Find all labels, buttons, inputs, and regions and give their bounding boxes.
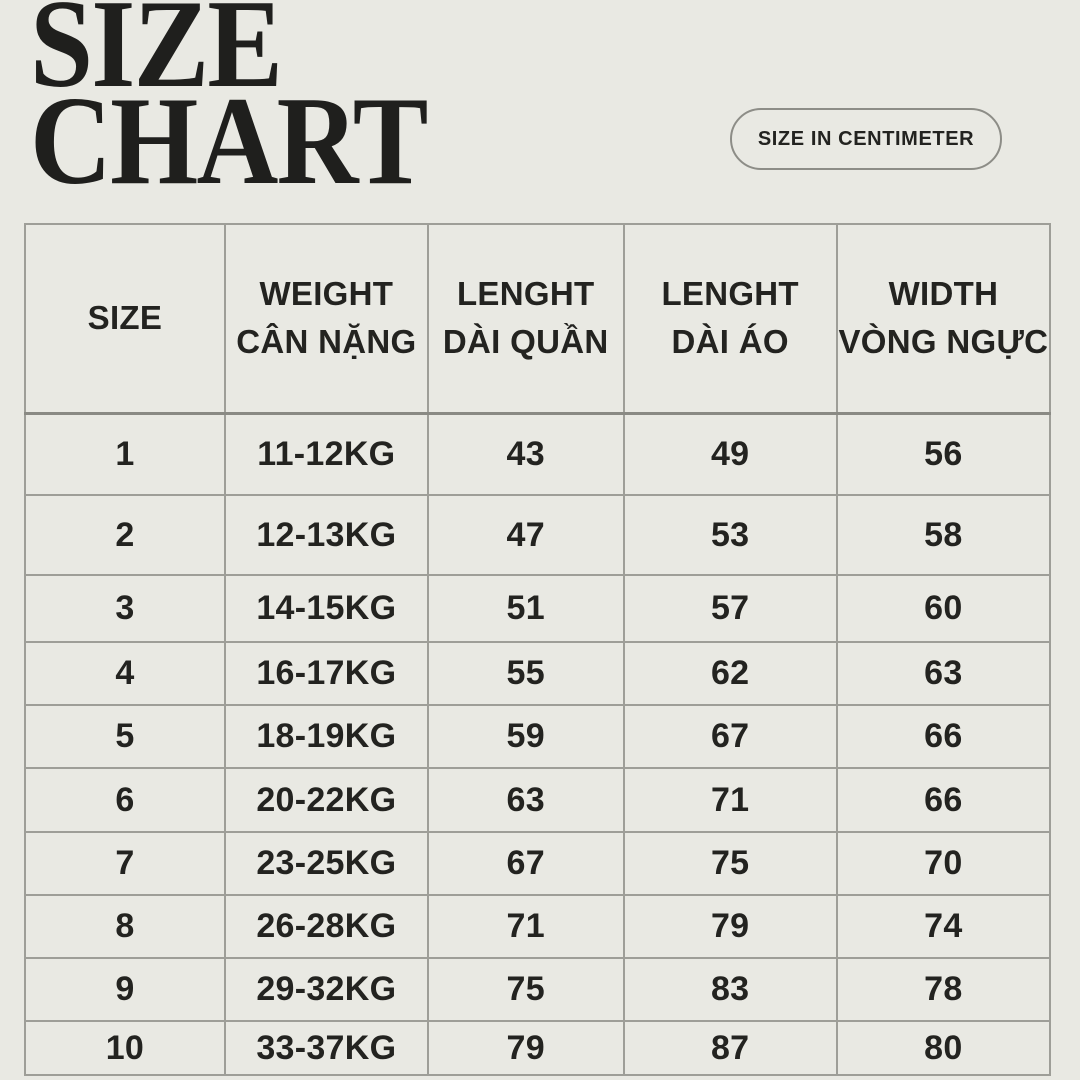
cell-size: 1: [24, 412, 226, 496]
page-title-line-1: SIZE: [30, 0, 283, 114]
cell-shirt-length: 49: [622, 412, 838, 496]
cell-pants-length: 63: [426, 767, 625, 833]
cell-weight: 29-32KG: [223, 957, 429, 1022]
table-row: 10 33-37KG 79 87 80: [24, 1020, 1052, 1076]
table-row: 8 26-28KG 71 79 74: [24, 894, 1052, 959]
cell-weight: 26-28KG: [223, 894, 429, 959]
cell-shirt-length: 87: [622, 1020, 838, 1076]
cell-weight: 12-13KG: [223, 494, 429, 576]
cell-weight: 18-19KG: [223, 704, 429, 769]
cell-size: 5: [24, 704, 226, 769]
cell-size: 10: [24, 1020, 226, 1076]
cell-size: 8: [24, 894, 226, 959]
cell-pants-length: 43: [426, 412, 625, 496]
cell-shirt-length: 67: [622, 704, 838, 769]
cell-pants-length: 55: [426, 641, 625, 706]
col-header-weight-vi: CÂN NẶNG: [236, 323, 417, 361]
table-row: 3 14-15KG 51 57 60: [24, 574, 1052, 643]
cell-chest-width: 78: [835, 957, 1052, 1022]
table-row: 4 16-17KG 55 62 63: [24, 641, 1052, 706]
header-row: SIZE WEIGHT CÂN NẶNG LENGHT DÀI QUẦN LEN…: [24, 223, 1052, 415]
col-header-pants-length: LENGHT DÀI QUẦN: [426, 223, 625, 415]
cell-weight: 16-17KG: [223, 641, 429, 706]
col-header-shirt-length-en: LENGHT: [661, 275, 799, 313]
table-row: 1 11-12KG 43 49 56: [24, 412, 1052, 496]
cell-chest-width: 66: [835, 767, 1052, 833]
cell-weight: 11-12KG: [223, 412, 429, 496]
cell-chest-width: 80: [835, 1020, 1052, 1076]
cell-shirt-length: 83: [622, 957, 838, 1022]
table-row: 2 12-13KG 47 53 58: [24, 494, 1052, 576]
cell-weight: 23-25KG: [223, 831, 429, 896]
cell-pants-length: 67: [426, 831, 625, 896]
page-title-line-2: CHART: [30, 72, 428, 211]
cell-size: 6: [24, 767, 226, 833]
cell-size: 9: [24, 957, 226, 1022]
cell-size: 3: [24, 574, 226, 643]
col-header-size: SIZE: [24, 223, 226, 415]
cell-shirt-length: 79: [622, 894, 838, 959]
cell-chest-width: 63: [835, 641, 1052, 706]
col-header-pants-length-vi: DÀI QUẦN: [442, 323, 609, 361]
col-header-chest-width-en: WIDTH: [888, 275, 999, 313]
table-row: 7 23-25KG 67 75 70: [24, 831, 1052, 896]
cell-chest-width: 70: [835, 831, 1052, 896]
cell-size: 4: [24, 641, 226, 706]
cell-weight: 14-15KG: [223, 574, 429, 643]
cell-pants-length: 75: [426, 957, 625, 1022]
cell-shirt-length: 71: [622, 767, 838, 833]
unit-badge-label: SIZE IN CENTIMETER: [757, 127, 975, 150]
cell-weight: 20-22KG: [223, 767, 429, 833]
cell-pants-length: 59: [426, 704, 625, 769]
table-row: 9 29-32KG 75 83 78: [24, 957, 1052, 1022]
cell-chest-width: 56: [835, 412, 1052, 496]
unit-badge: SIZE IN CENTIMETER: [730, 108, 1002, 170]
cell-chest-width: 74: [835, 894, 1052, 959]
page-title: SIZE CHART: [30, 0, 428, 211]
size-table-header: SIZE WEIGHT CÂN NẶNG LENGHT DÀI QUẦN LEN…: [24, 223, 1052, 415]
cell-shirt-length: 57: [622, 574, 838, 643]
col-header-shirt-length: LENGHT DÀI ÁO: [622, 223, 838, 415]
cell-size: 2: [24, 494, 226, 576]
col-header-shirt-length-vi: DÀI ÁO: [671, 323, 789, 361]
col-header-weight: WEIGHT CÂN NẶNG: [223, 223, 429, 415]
cell-chest-width: 58: [835, 494, 1052, 576]
col-header-pants-length-en: LENGHT: [456, 275, 595, 313]
cell-chest-width: 60: [835, 574, 1052, 643]
cell-pants-length: 51: [426, 574, 625, 643]
table-row: 5 18-19KG 59 67 66: [24, 704, 1052, 769]
col-header-weight-en: WEIGHT: [259, 275, 394, 313]
cell-shirt-length: 53: [622, 494, 838, 576]
col-header-chest-width-vi: VÒNG NGỰC: [838, 323, 1049, 361]
col-header-chest-width: WIDTH VÒNG NGỰC: [835, 223, 1052, 415]
cell-shirt-length: 62: [622, 641, 838, 706]
cell-pants-length: 47: [426, 494, 625, 576]
size-table: SIZE WEIGHT CÂN NẶNG LENGHT DÀI QUẦN LEN…: [24, 223, 1052, 1076]
cell-pants-length: 71: [426, 894, 625, 959]
table-row: 6 20-22KG 63 71 66: [24, 767, 1052, 833]
cell-pants-length: 79: [426, 1020, 625, 1076]
col-header-size-en: SIZE: [87, 299, 163, 337]
cell-weight: 33-37KG: [223, 1020, 429, 1076]
size-table-body: 1 11-12KG 43 49 56 2 12-13KG 47 53 58 3 …: [24, 412, 1052, 1076]
cell-shirt-length: 75: [622, 831, 838, 896]
cell-chest-width: 66: [835, 704, 1052, 769]
cell-size: 7: [24, 831, 226, 896]
